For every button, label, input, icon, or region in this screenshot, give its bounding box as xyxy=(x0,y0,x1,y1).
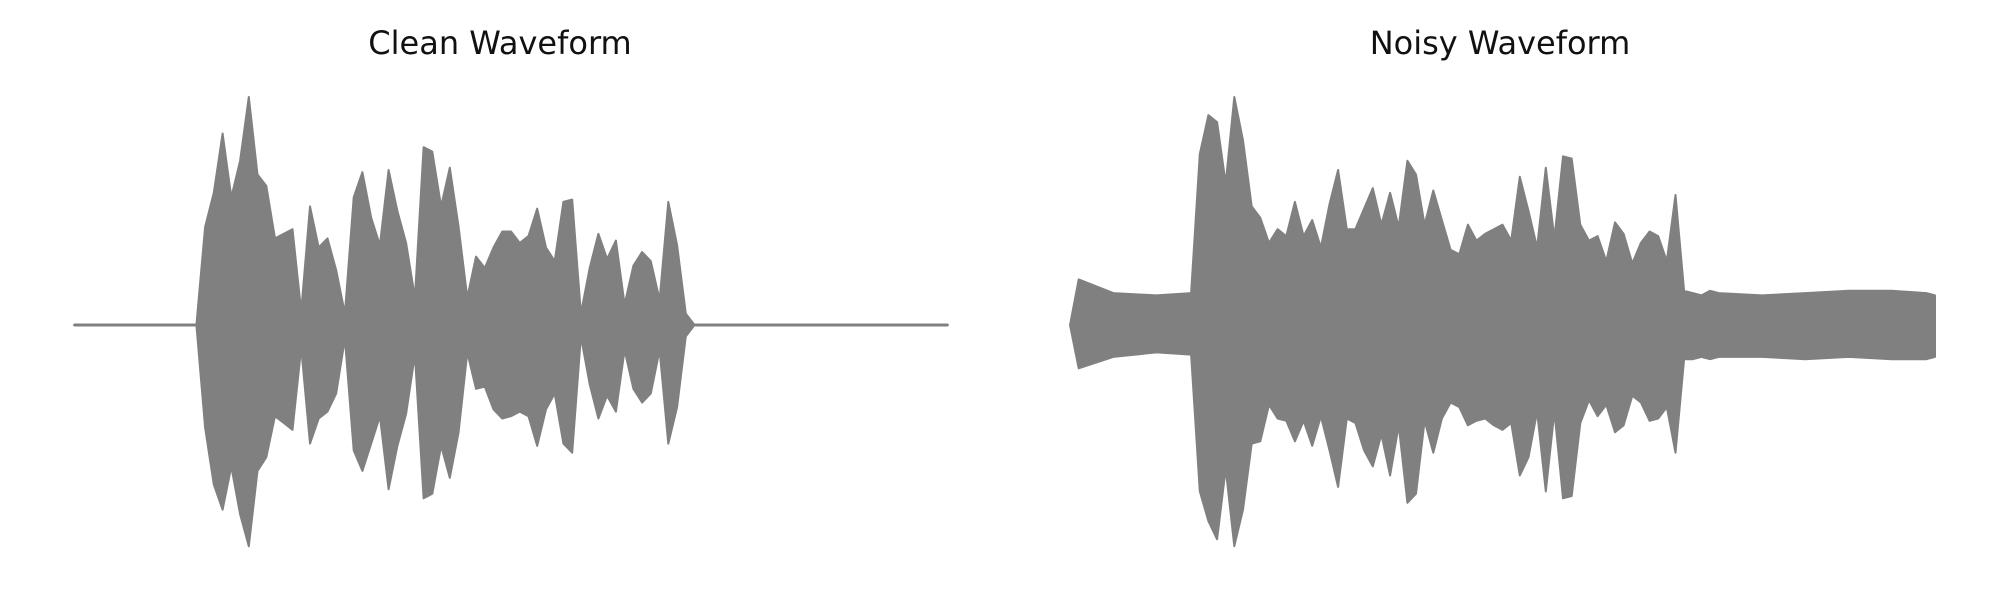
noisy-waveform-plot xyxy=(1069,96,1936,548)
clean-waveform-panel: Clean Waveform xyxy=(73,24,949,548)
noisy-waveform-title: Noisy Waveform xyxy=(1369,24,1631,62)
clean-waveform-plot xyxy=(73,96,949,548)
clean-waveform-title: Clean Waveform xyxy=(368,24,632,62)
clean-waveform-envelope xyxy=(73,96,949,548)
noisy-waveform-envelope xyxy=(1069,96,1936,548)
noisy-waveform-panel: Noisy Waveform xyxy=(1000,0,2000,600)
